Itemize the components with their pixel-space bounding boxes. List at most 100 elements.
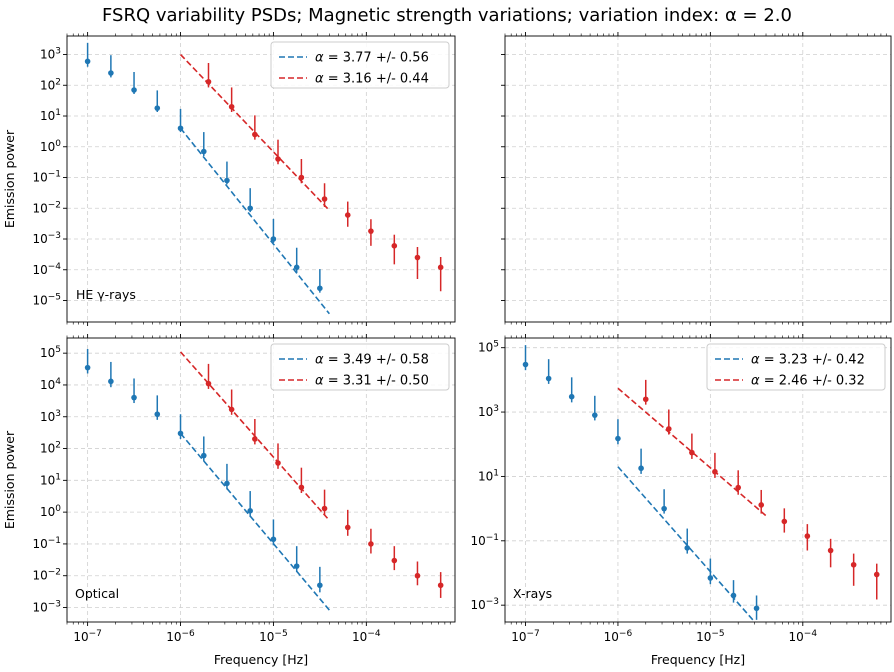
series-red: [179, 53, 444, 292]
data-point: [321, 505, 328, 512]
legend: α = 3.23 +/- 0.42α = 2.46 +/- 0.32: [706, 343, 886, 391]
y-tick-label-exp: 2: [55, 77, 61, 87]
data-point: [298, 174, 305, 181]
y-tick-label: 100: [40, 504, 61, 519]
y-tick-label-exp: 0: [55, 504, 61, 514]
y-tick-label: 105: [40, 345, 61, 360]
y-tick-label-base: 10: [32, 537, 47, 551]
y-tick-label-exp: 1: [493, 468, 499, 478]
y-tick-label: 10−5: [32, 293, 61, 308]
x-tick-label: 10−6: [604, 629, 633, 644]
legend: α = 3.77 +/- 0.56α = 3.16 +/- 0.44: [270, 41, 450, 89]
x-tick-label: 10−4: [352, 629, 381, 644]
data-point: [270, 536, 277, 543]
legend-entry: α = 3.49 +/- 0.58: [315, 353, 429, 368]
x-tick-label-base: 10: [73, 630, 88, 644]
data-point: [275, 156, 281, 162]
x-tick-label-base: 10: [604, 630, 619, 644]
data-point: [522, 361, 529, 368]
data-point: [344, 212, 351, 218]
data-point: [707, 575, 714, 581]
data-point: [545, 375, 552, 382]
legend-entry-symbol: α: [315, 51, 324, 66]
data-point: [84, 58, 91, 65]
data-point: [317, 285, 323, 292]
fit-line: [617, 387, 767, 517]
data-point: [368, 541, 374, 547]
x-tick-label: 10−5: [259, 629, 288, 644]
data-point: [131, 87, 137, 93]
legend: α = 3.49 +/- 0.58α = 3.31 +/- 0.50: [270, 343, 450, 391]
data-point: [224, 177, 230, 184]
data-point: [247, 205, 253, 212]
figure-title: FSRQ variability PSDs; Magnetic strength…: [102, 5, 792, 26]
x-tick-label-base: 10: [511, 630, 526, 644]
x-axis-label: Frequency [Hz]: [214, 652, 308, 667]
y-tick-label-base: 10: [40, 473, 55, 487]
data-point: [108, 378, 114, 385]
y-tick-label-base: 10: [40, 109, 55, 123]
legend-entry-rest: = 3.23 +/- 0.42: [760, 353, 865, 368]
y-tick-label-exp: −4: [48, 262, 62, 272]
legend-entry-symbol: α: [315, 374, 324, 389]
data-layer: [84, 42, 444, 315]
legend-entry-symbol: α: [315, 353, 324, 368]
data-point: [414, 572, 421, 579]
y-tick-label-exp: 3: [493, 404, 499, 414]
y-tick-label: 100: [40, 139, 61, 154]
axes-frame: [66, 35, 456, 323]
y-tick-label-base: 10: [32, 201, 47, 215]
data-point: [712, 468, 718, 475]
y-tick-label: 10−3: [32, 600, 61, 615]
legend-entry-rest: = 3.77 +/- 0.56: [324, 51, 429, 66]
data-point: [317, 582, 323, 589]
data-point: [200, 452, 207, 459]
y-tick-label: 10−1: [32, 536, 61, 551]
panel-label: HE γ-rays: [76, 287, 136, 302]
data-point: [84, 364, 91, 371]
panel-label: X-rays: [513, 586, 552, 601]
legend-entry-rest: = 2.46 +/- 0.32: [760, 374, 865, 389]
y-tick-label: 102: [40, 77, 61, 92]
y-tick-label-exp: −1: [486, 533, 499, 543]
data-point: [368, 228, 374, 234]
grid: [505, 36, 891, 322]
y-tick-label-base: 10: [40, 140, 55, 154]
y-tick-label: 10−4: [32, 262, 61, 277]
legend-entry: α = 2.46 +/- 0.32: [751, 374, 865, 389]
x-tick-label-exp: −7: [527, 629, 540, 639]
axes-frame: [504, 337, 892, 623]
minor-ticks: [504, 33, 887, 325]
y-tick-label-exp: 1: [55, 472, 61, 482]
data-point: [850, 561, 857, 568]
y-tick-label-exp: 5: [55, 345, 61, 355]
y-tick-label-exp: −3: [48, 600, 61, 610]
data-point: [177, 125, 184, 132]
data-point: [804, 533, 811, 539]
y-tick-label-exp: −3: [48, 231, 61, 241]
data-point: [638, 465, 644, 472]
x-tick-label-base: 10: [696, 630, 711, 644]
y-tick-label-base: 10: [40, 378, 55, 392]
data-point: [252, 131, 258, 138]
y-tick-label-base: 10: [32, 294, 47, 308]
y-tick-label: 103: [40, 409, 61, 424]
y-tick-label-base: 10: [40, 48, 55, 62]
series-blue: [84, 42, 330, 315]
legend-entry: α = 3.77 +/- 0.56: [315, 51, 429, 66]
series-blue: [522, 345, 760, 622]
data-point: [568, 393, 575, 400]
y-tick-label: 102: [40, 441, 61, 456]
data-point: [781, 518, 788, 525]
y-tick-label-exp: 3: [55, 409, 61, 419]
data-layer: [84, 349, 444, 611]
y-tick-label: 103: [40, 47, 61, 62]
data-point: [689, 449, 695, 456]
series-red: [617, 379, 880, 600]
data-layer: [522, 345, 880, 622]
x-axis-label: Frequency [Hz]: [651, 652, 745, 667]
data-point: [247, 508, 253, 514]
data-point: [437, 582, 444, 589]
y-tick-label-base: 10: [40, 410, 55, 424]
